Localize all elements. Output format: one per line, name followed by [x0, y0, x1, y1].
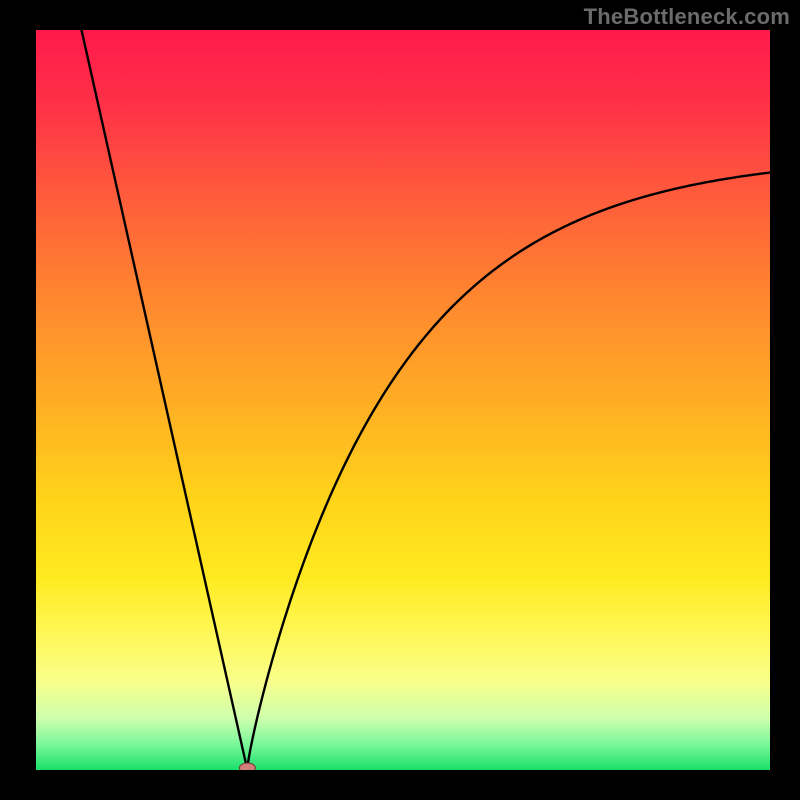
plot-background-gradient — [36, 30, 770, 770]
watermark-text: TheBottleneck.com — [584, 4, 790, 30]
bottleneck-chart — [0, 0, 800, 800]
chart-frame: TheBottleneck.com — [0, 0, 800, 800]
